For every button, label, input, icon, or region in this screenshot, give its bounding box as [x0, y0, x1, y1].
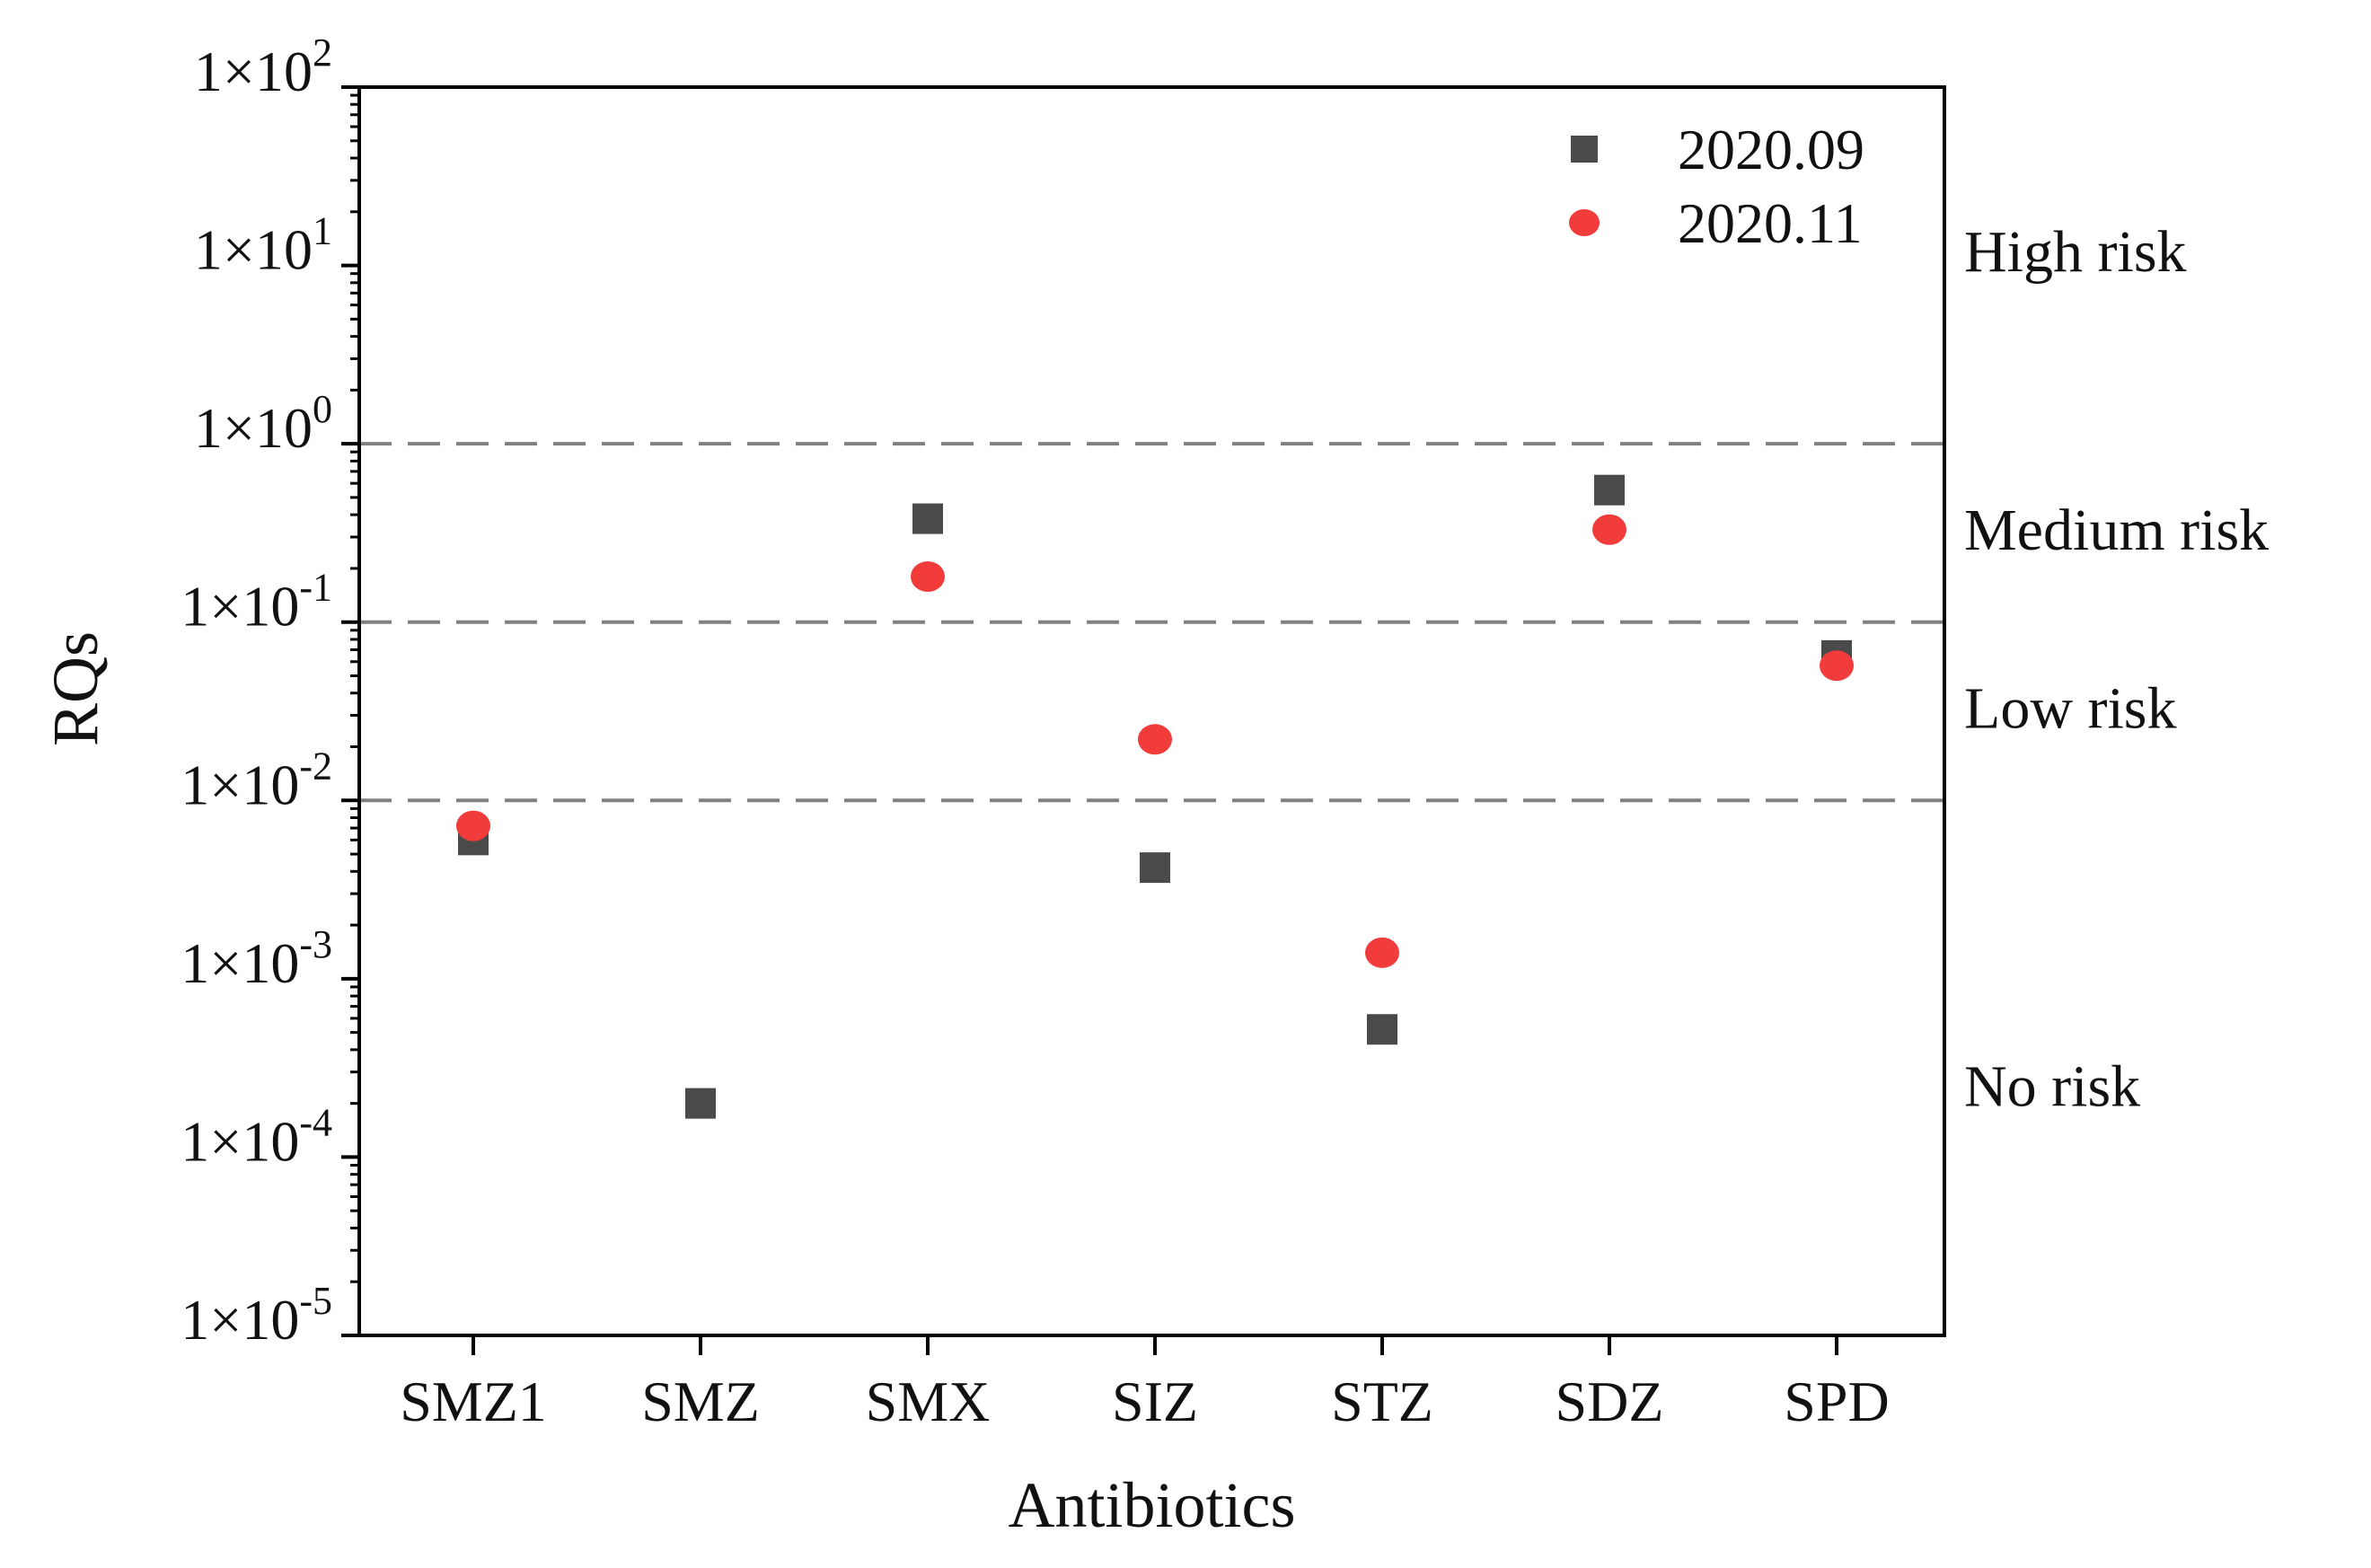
legend-label: 2020.11	[1678, 191, 1863, 255]
y-tick-label: 1×10-1	[181, 566, 332, 639]
x-tick-label: SMZ1	[400, 1370, 547, 1433]
x-tick-label: SMZ	[641, 1370, 760, 1433]
point-2020.11-SMX	[911, 561, 945, 593]
point-2020.09-SDZ	[1594, 474, 1625, 506]
y-tick-label: 1×100	[194, 387, 332, 460]
x-axis-title: Antibiotics	[1009, 1469, 1296, 1541]
point-2020.11-STZ	[1365, 937, 1399, 968]
point-2020.11-SDZ	[1592, 514, 1626, 545]
x-tick-label: SMX	[866, 1370, 991, 1433]
threshold-lines	[359, 442, 1944, 803]
legend-marker-square	[1571, 136, 1598, 163]
y-tick-label: 1×10-4	[181, 1100, 332, 1173]
legend-marker-circle	[1569, 209, 1600, 236]
x-tick-label: STZ	[1331, 1370, 1433, 1433]
x-tick-label: SPD	[1784, 1370, 1889, 1433]
y-tick-label: 1×102	[194, 31, 332, 103]
x-tick-label: SIZ	[1112, 1370, 1198, 1433]
risk-label: Low risk	[1964, 675, 2176, 741]
risk-label: Medium risk	[1964, 498, 2269, 563]
point-2020.09-SMZ	[685, 1088, 716, 1119]
x-tick-label: SDZ	[1556, 1370, 1664, 1433]
risk-label: High risk	[1964, 219, 2187, 285]
point-2020.09-STZ	[1367, 1014, 1397, 1045]
plot-frame	[357, 85, 1946, 1337]
y-tick-label: 1×10-2	[181, 744, 332, 816]
y-axis-ticks: 1×102 1×101 1×100 1×10-1 1×10-2 1×10-3 1×10-4 1…	[181, 31, 359, 1352]
risk-label: No risk	[1964, 1053, 2140, 1119]
y-tick-label: 1×10-5	[181, 1279, 332, 1352]
point-2020.11-SPD	[1820, 650, 1854, 682]
point-2020.11-SMZ1	[456, 810, 490, 841]
y-tick-label: 1×10-3	[181, 922, 332, 995]
legend-label: 2020.09	[1678, 118, 1864, 181]
legend: 2020.09 2020.11	[1569, 118, 1864, 255]
point-2020.09-SMX	[912, 503, 943, 534]
y-axis-title: RQs	[40, 631, 111, 746]
point-2020.11-SIZ	[1138, 724, 1172, 755]
point-2020.09-SIZ	[1140, 852, 1170, 884]
data-points	[456, 474, 1854, 1119]
x-axis-ticks: SMZ1 SMZ SMX SIZ STZ SDZ SPD	[400, 1335, 1890, 1433]
risk-labels: High risk Medium risk Low risk No risk	[1964, 219, 2269, 1120]
y-tick-label: 1×101	[194, 209, 332, 282]
